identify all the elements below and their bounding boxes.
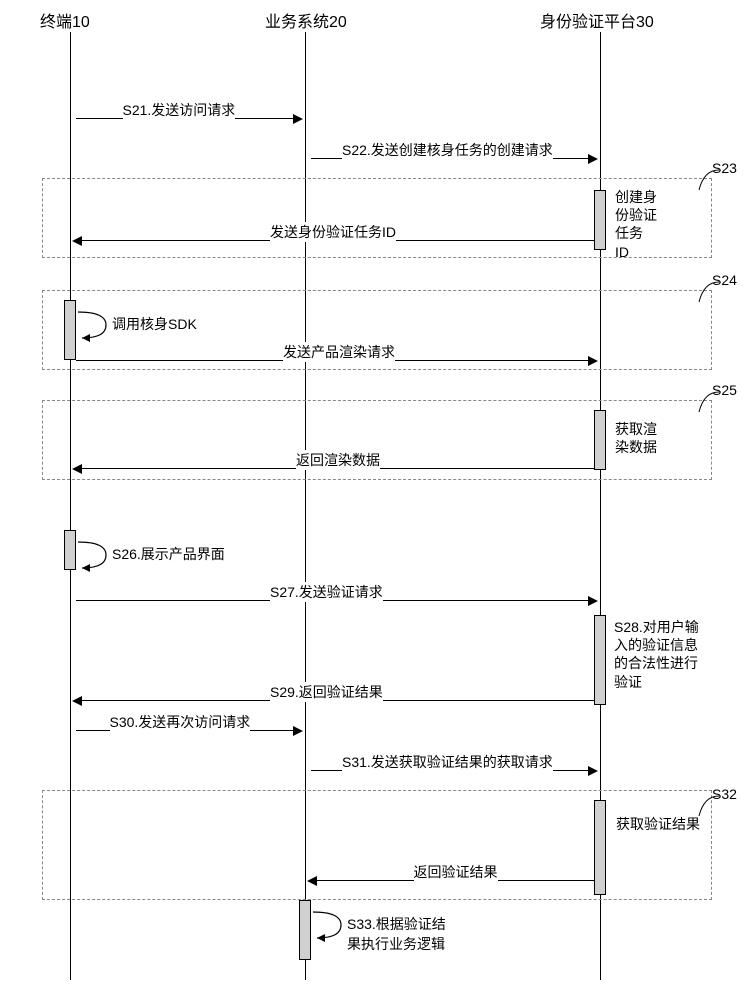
group-box bbox=[42, 178, 712, 258]
arrow-head-icon bbox=[588, 154, 598, 164]
self-call bbox=[76, 540, 116, 575]
message-label: 发送身份验证任务ID bbox=[270, 222, 396, 242]
group-box bbox=[42, 790, 712, 900]
activation-bar bbox=[594, 410, 606, 470]
activation-bar bbox=[594, 615, 606, 705]
message-label: S31.发送获取验证结果的获取请求 bbox=[342, 752, 553, 772]
message-label: S29.返回验证结果 bbox=[270, 682, 383, 702]
self-call-label: S26.展示产品界面 bbox=[112, 544, 225, 564]
self-call bbox=[76, 310, 116, 345]
arrow-head-icon bbox=[307, 876, 317, 886]
self-call-label: S33.根据验证结果执行业务逻辑 bbox=[347, 914, 446, 954]
participant-biz: 业务系统20 bbox=[265, 8, 347, 32]
message-label: S30.发送再次访问请求 bbox=[110, 712, 251, 732]
self-call-label: 调用核身SDK bbox=[112, 314, 197, 334]
step-connector-curve bbox=[694, 280, 724, 310]
arrow-head-icon bbox=[293, 114, 303, 124]
message-label: S21.发送访问请求 bbox=[123, 100, 236, 120]
step-connector-curve bbox=[694, 168, 724, 198]
arrow-head-icon bbox=[72, 696, 82, 706]
participant-terminal: 终端10 bbox=[40, 8, 90, 32]
side-label: 获取渲染数据 bbox=[615, 420, 657, 456]
message-label: 返回渲染数据 bbox=[296, 450, 380, 470]
arrow-head-icon bbox=[588, 596, 598, 606]
activation-bar bbox=[64, 530, 76, 570]
message-label: 返回验证结果 bbox=[414, 862, 498, 882]
message-label: 发送产品渲染请求 bbox=[283, 342, 395, 362]
arrow-head-icon bbox=[588, 766, 598, 776]
activation-bar bbox=[594, 190, 606, 250]
activation-bar bbox=[64, 300, 76, 360]
participant-idp: 身份验证平台30 bbox=[540, 8, 654, 32]
side-label: 创建身份验证任务ID bbox=[615, 188, 657, 261]
arrow-head-icon bbox=[293, 726, 303, 736]
self-call bbox=[311, 910, 351, 945]
activation-bar bbox=[594, 800, 606, 895]
arrow-head-icon bbox=[72, 464, 82, 474]
step-connector-curve bbox=[694, 390, 724, 420]
arrow-head-icon bbox=[588, 356, 598, 366]
arrow-head-icon bbox=[72, 236, 82, 246]
activation-bar bbox=[299, 900, 311, 960]
message-label: S27.发送验证请求 bbox=[270, 582, 383, 602]
side-label: S28.对用户输入的验证信息的合法性进行验证 bbox=[614, 618, 699, 691]
side-label: 获取验证结果 bbox=[616, 815, 700, 833]
message-label: S22.发送创建核身任务的创建请求 bbox=[342, 140, 553, 160]
